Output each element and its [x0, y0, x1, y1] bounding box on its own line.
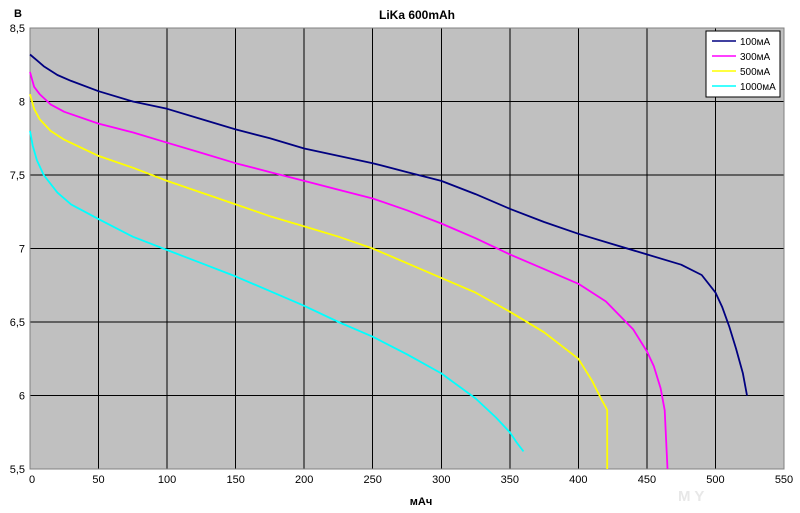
x-axis-title: мАч — [410, 496, 432, 508]
x-tick-label: 100 — [158, 474, 176, 486]
series-line-2 — [29, 93, 609, 469]
chart-title: LiKa 600mAh — [379, 8, 455, 22]
y-tick-label: 6,5 — [10, 317, 25, 329]
x-tick-label: 400 — [569, 474, 587, 486]
x-tick-label: 0 — [29, 474, 35, 486]
x-tick-label: 150 — [226, 474, 244, 486]
y-tick-label: 8,5 — [10, 23, 25, 35]
series-line-0 — [29, 53, 748, 396]
x-tick-label: 300 — [432, 474, 450, 486]
x-tick-label: 50 — [92, 474, 104, 486]
watermark-text: M Y — [678, 488, 704, 505]
y-tick-label: 7,5 — [10, 170, 25, 182]
plot-border — [29, 27, 785, 470]
y-tick-label: 6 — [19, 391, 25, 403]
y-tick-label: 5,5 — [10, 464, 25, 476]
x-tick-label: 200 — [295, 474, 313, 486]
x-tick-label: 550 — [775, 474, 793, 486]
legend-label-0: 100мА — [740, 37, 771, 48]
y-tick-label: 8 — [19, 97, 25, 109]
legend-label-3: 1000мА — [740, 82, 776, 93]
series-line-1 — [29, 71, 669, 470]
x-tick-label: 500 — [706, 474, 724, 486]
series-line-3 — [29, 130, 525, 452]
x-tick-label: 350 — [501, 474, 519, 486]
y-axis-title: В — [14, 8, 22, 20]
x-tick-label: 450 — [638, 474, 656, 486]
y-tick-label: 7 — [19, 244, 25, 256]
legend-label-2: 500мА — [740, 67, 771, 78]
x-tick-label: 250 — [364, 474, 382, 486]
legend-label-1: 300мА — [740, 52, 771, 63]
